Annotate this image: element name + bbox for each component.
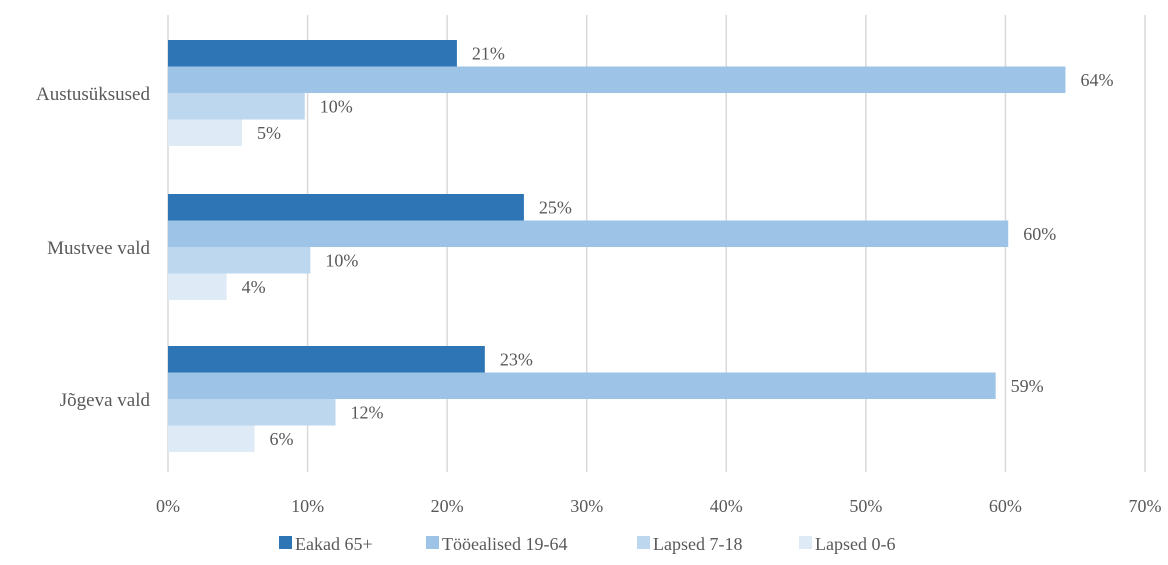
bar	[168, 119, 242, 146]
x-tick-label: 50%	[849, 496, 882, 516]
bar	[168, 346, 485, 373]
data-label: 10%	[325, 250, 358, 270]
data-label: 4%	[242, 277, 266, 297]
legend-label: Tööealised 19-64	[442, 534, 567, 554]
data-label: 25%	[539, 197, 572, 217]
category-labels: Austusüksused Mustvee vald Jõgeva vald	[36, 84, 151, 411]
category-label: Jõgeva vald	[60, 390, 151, 411]
bar	[168, 66, 1066, 93]
bar	[168, 425, 255, 452]
x-tick-label: 20%	[431, 496, 464, 516]
bar	[168, 247, 311, 274]
x-tick-label: 0%	[156, 496, 180, 516]
x-tick-label: 30%	[570, 496, 603, 516]
category-label: Mustvee vald	[47, 238, 150, 259]
legend-swatch	[637, 536, 650, 549]
legend: Eakad 65+ Tööealised 19-64 Lapsed 7-18 Laps…	[279, 534, 895, 554]
x-tick-label: 40%	[710, 496, 743, 516]
bar	[168, 399, 336, 426]
legend-swatch	[426, 536, 439, 549]
legend-swatch	[799, 536, 812, 549]
legend-label: Lapsed 0-6	[815, 534, 895, 554]
data-label: 5%	[257, 123, 281, 143]
bar	[168, 194, 524, 221]
x-tick-label: 60%	[989, 496, 1022, 516]
bar	[168, 93, 305, 120]
category-label: Austusüksused	[36, 84, 151, 105]
data-label: 21%	[472, 43, 505, 63]
legend-swatch	[279, 536, 292, 549]
x-tick-label: 10%	[291, 496, 324, 516]
bar	[168, 273, 227, 300]
bar	[168, 372, 996, 399]
data-label: 59%	[1011, 376, 1044, 396]
data-label: 6%	[270, 429, 294, 449]
data-label: 10%	[320, 96, 353, 116]
bars	[168, 40, 1066, 452]
bar	[168, 220, 1009, 247]
legend-label: Lapsed 7-18	[653, 534, 742, 554]
data-label: 64%	[1080, 70, 1113, 90]
legend-label: Eakad 65+	[295, 534, 373, 554]
x-axis-tick-labels: 0% 10% 20% 30% 40% 50% 60% 70%	[156, 496, 1162, 516]
bar	[168, 40, 457, 67]
data-labels: 21% 64% 10% 5% 25% 60% 10% 4% 23% 59% 12% 6%	[242, 43, 1114, 449]
data-label: 60%	[1023, 224, 1056, 244]
data-label: 12%	[350, 402, 383, 422]
x-tick-label: 70%	[1129, 496, 1162, 516]
data-label: 23%	[500, 349, 533, 369]
